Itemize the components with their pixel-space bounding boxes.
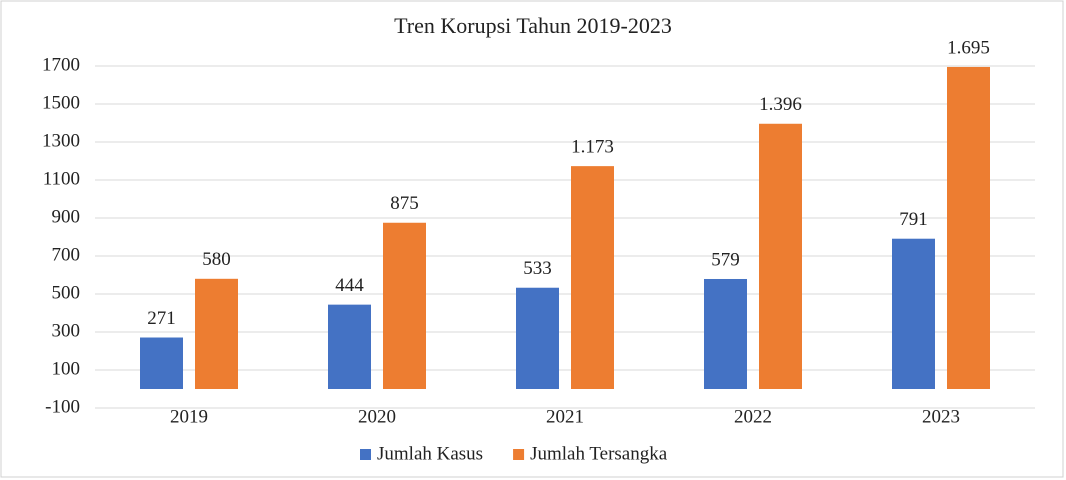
value-label: 1.695 [947, 37, 990, 58]
bar [759, 123, 802, 389]
value-label: 444 [335, 275, 364, 296]
value-label: 791 [899, 209, 928, 230]
x-tick-label: 2023 [922, 406, 960, 427]
bar [704, 278, 747, 389]
y-tick-label: 100 [52, 358, 81, 379]
bar [892, 238, 935, 389]
y-tick-label: 1300 [42, 130, 80, 151]
x-tick-label: 2021 [546, 406, 584, 427]
value-label: 533 [523, 258, 552, 279]
value-label: 271 [147, 308, 176, 329]
value-label: 875 [390, 193, 419, 214]
legend-label: Jumlah Kasus [377, 443, 483, 464]
value-label: 579 [711, 249, 740, 270]
value-label: 580 [202, 249, 231, 270]
y-tick-label: 700 [52, 244, 81, 265]
legend-label: Jumlah Tersangka [530, 443, 668, 464]
bar [516, 287, 559, 389]
y-tick-label: 900 [52, 206, 81, 227]
bar [328, 304, 371, 389]
chart-title: Tren Korupsi Tahun 2019-2023 [394, 13, 672, 38]
bar [571, 166, 614, 389]
y-tick-label: 1100 [43, 168, 80, 189]
y-tick-label: 1700 [42, 54, 80, 75]
bar [383, 222, 426, 389]
legend-swatch [513, 449, 525, 460]
x-tick-label: 2019 [170, 406, 208, 427]
value-label: 1.173 [571, 136, 614, 157]
x-tick-label: 2020 [358, 406, 396, 427]
bar [947, 66, 990, 389]
y-tick-label: 300 [52, 320, 81, 341]
y-tick-label: -100 [45, 396, 80, 417]
y-tick-label: 500 [52, 282, 81, 303]
y-tick-label: 1500 [42, 92, 80, 113]
bar [140, 337, 183, 389]
value-label: 1.396 [759, 94, 802, 115]
x-tick-label: 2022 [734, 406, 772, 427]
legend-swatch [360, 449, 371, 460]
bar [195, 278, 238, 389]
